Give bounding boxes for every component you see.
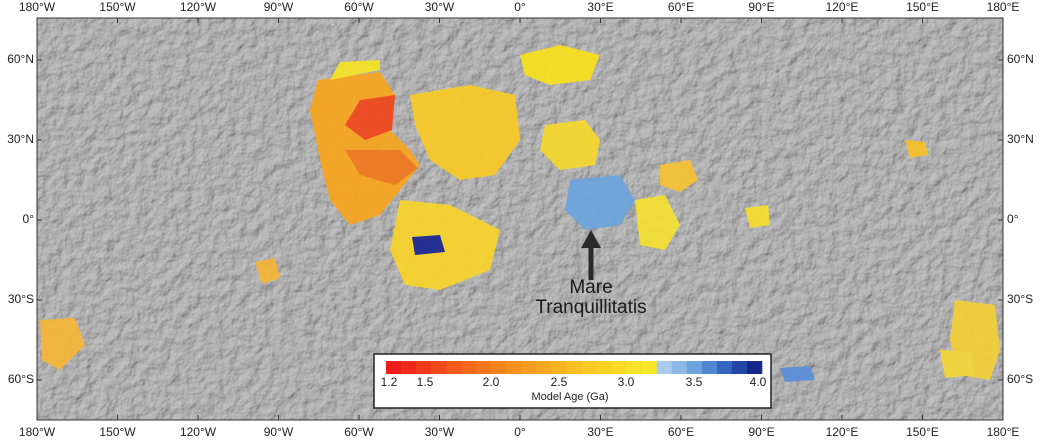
latitude-label: 30°N [1007, 132, 1034, 146]
colorbar-tick-label: 1.5 [417, 375, 434, 389]
map-relief [37, 18, 1003, 420]
longitude-label: 120°E [826, 425, 859, 439]
latitude-label: 0° [23, 212, 35, 226]
colorbar-tick-label: 4.0 [750, 375, 767, 389]
longitude-label: 30°W [425, 425, 455, 439]
longitude-label: 90°W [264, 0, 294, 14]
colorbar-swatch [596, 361, 612, 374]
colorbar-swatch [401, 361, 417, 374]
colorbar-swatch [536, 361, 552, 374]
longitude-label: 30°E [587, 0, 613, 14]
latitude-label: 30°S [1007, 292, 1033, 306]
longitude-label: 180°E [987, 0, 1020, 14]
colorbar-swatch [671, 361, 688, 374]
longitude-label: 90°W [264, 425, 294, 439]
longitude-label: 120°W [180, 0, 217, 14]
colorbar-swatch [716, 361, 733, 374]
colorbar-swatch [746, 361, 763, 374]
longitude-label: 150°E [906, 425, 939, 439]
colorbar-label: Model Age (Ga) [531, 391, 608, 403]
latitude-label: 30°S [8, 292, 34, 306]
colorbar-swatch [491, 361, 507, 374]
longitude-label: 150°E [906, 0, 939, 14]
colorbar-tick-label: 3.5 [686, 375, 703, 389]
colorbar-swatch [431, 361, 447, 374]
colorbar-swatch [551, 361, 567, 374]
latitude-label: 60°N [7, 52, 34, 66]
arrow-head [581, 230, 601, 248]
colorbar-tick-label: 3.0 [618, 375, 635, 389]
latitude-label: 30°N [7, 132, 34, 146]
colorbar-swatch [731, 361, 748, 374]
colorbar-tick-label: 1.2 [381, 375, 398, 389]
longitude-label: 30°E [587, 425, 613, 439]
colorbar-swatch [656, 361, 673, 374]
colorbar-swatch [626, 361, 642, 374]
longitude-label: 180°W [19, 0, 56, 14]
annotation-line: Tranquillitatis [535, 297, 646, 318]
annotation: Mare Tranquillitatis [535, 230, 647, 318]
legend: Model Age (Ga) 1.2 1.5 2.0 2.5 3.0 3.5 4.0 [373, 353, 772, 409]
colorbar-swatch [611, 361, 627, 374]
longitude-label: 90°E [748, 0, 774, 14]
longitude-label: 90°E [748, 425, 774, 439]
colorbar-tick-label: 2.0 [483, 375, 500, 389]
colorbar-swatch [686, 361, 703, 374]
colorbar-swatch [446, 361, 462, 374]
colorbar-swatch [521, 361, 537, 374]
colorbar-swatch [416, 361, 432, 374]
longitude-label: 180°E [987, 425, 1020, 439]
longitude-label: 60°W [344, 425, 374, 439]
latitude-label: 0° [1007, 212, 1019, 226]
longitude-label: 0° [514, 0, 526, 14]
longitude-label: 60°E [668, 425, 694, 439]
colorbar-swatch [701, 361, 718, 374]
colorbar-tick-label: 2.5 [551, 375, 568, 389]
longitude-label: 30°W [425, 0, 455, 14]
mare-units [40, 45, 1000, 382]
longitude-label: 60°W [344, 0, 374, 14]
annotation-line: Mare [569, 277, 612, 298]
longitude-label: 120°E [826, 0, 859, 14]
latitude-label: 60°N [1007, 52, 1034, 66]
longitude-label: 0° [514, 425, 526, 439]
longitude-label: 150°W [99, 425, 136, 439]
longitude-label: 150°W [99, 0, 136, 14]
longitude-label: 180°W [19, 425, 56, 439]
colorbar-swatch [386, 361, 402, 374]
colorbar-swatch [641, 361, 658, 374]
latitude-label: 60°S [1007, 372, 1033, 386]
colorbar-swatch [506, 361, 522, 374]
longitude-label: 120°W [180, 425, 217, 439]
colorbar-swatch [461, 361, 477, 374]
latitude-label: 60°S [8, 372, 34, 386]
colorbar-swatch [476, 361, 492, 374]
longitude-label: 60°E [668, 0, 694, 14]
colorbar-swatch [581, 361, 597, 374]
colorbar-swatch [566, 361, 582, 374]
